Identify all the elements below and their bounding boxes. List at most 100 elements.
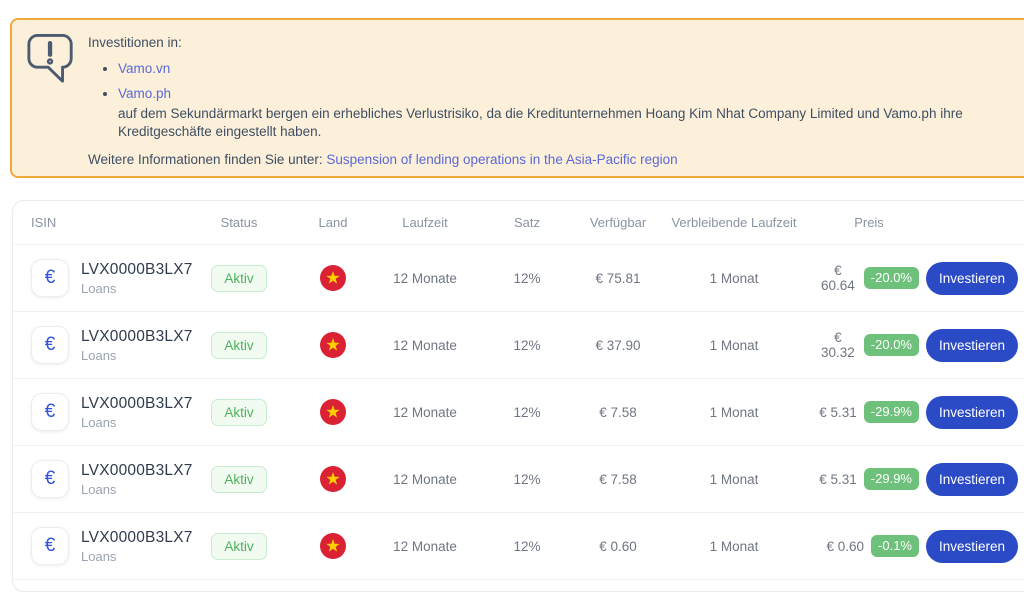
vietnam-flag-icon [320,265,346,291]
discount-badge: -29.9% [863,401,919,423]
column-header-satz: Satz [513,215,540,230]
status-badge: Aktiv [211,398,267,426]
available-cell: € 7.58 [599,404,637,420]
column-header-land: Land [318,215,348,230]
euro-glyph: € [44,468,56,489]
status-badge: Aktiv [211,465,267,493]
column-header-verbleibende-laufzeit: Verbleibende Laufzeit [671,215,797,230]
status-cell: Aktiv [195,331,283,359]
column-header-status: Status [220,215,258,230]
country-cell [283,399,383,425]
euro-currency-icon: € [31,527,69,565]
invest-button[interactable]: Investieren [926,462,1018,496]
country-cell [283,533,383,559]
more-info-prefix: Weitere Informationen finden Sie unter: [88,152,323,167]
price-cell: € 5.31 -29.9% [819,468,919,490]
price-cell: € 60.64 -20.0% [819,263,919,293]
discount-badge: -20.0% [863,267,919,289]
remaining-term-cell: 1 Monat [709,337,759,353]
list-item: Vamo.ph auf dem Sekundärmarkt bergen ein… [118,85,990,141]
country-cell [283,466,383,492]
invest-button[interactable]: Investieren [926,328,1018,362]
discount-badge: -20.0% [863,334,919,356]
warning-banner: Investitionen in: Vamo.vn Vamo.ph auf de… [10,18,1024,178]
banner-intro: Investitionen in: [88,35,182,50]
status-cell: Aktiv [195,465,283,493]
alert-speech-bubble-icon [26,32,76,176]
action-cell: Investieren [919,328,1024,362]
price-value: € 0.60 [826,538,865,554]
isin-value: LVX0000B3LX7 [81,461,193,479]
euro-glyph: € [44,267,56,288]
banner-link-list: Vamo.vn Vamo.ph auf dem Sekundärmarkt be… [88,60,990,141]
available-cell: € 7.58 [599,471,637,487]
euro-glyph: € [44,401,56,422]
vietnam-flag-icon [320,533,346,559]
action-cell: Investieren [919,261,1024,295]
action-cell: Investieren [919,529,1024,563]
euro-glyph: € [44,334,56,355]
vietnam-flag-icon [320,399,346,425]
euro-glyph: € [44,535,56,556]
isin-cell: € LVX0000B3LX7 Loans [13,326,195,364]
price-value: € 5.31 [819,404,857,420]
vietnam-flag-icon [320,332,346,358]
price-value: € 5.31 [819,471,857,487]
banner-more-info: Weitere Informationen finden Sie unter: … [88,151,990,168]
available-cell: € 75.81 [595,270,641,286]
vietnam-flag-icon [320,466,346,492]
isin-cell: € LVX0000B3LX7 Loans [13,259,195,297]
column-header-verfuegbar: Verfügbar [589,215,647,230]
euro-currency-icon: € [31,259,69,297]
euro-currency-icon: € [31,460,69,498]
available-cell: € 37.90 [595,337,641,353]
discount-badge: -29.9% [863,468,919,490]
term-cell: 12 Monate [393,471,457,487]
table-header: ISIN Status Land Laufzeit Satz Verfügbar… [13,201,1024,245]
euro-currency-icon: € [31,326,69,364]
price-value: € 30.32 [821,330,855,360]
term-cell: 12 Monate [393,270,457,286]
asset-type-label: Loans [81,414,117,430]
invest-button[interactable]: Investieren [926,529,1018,563]
asset-type-label: Loans [81,280,117,296]
table-row: € LVX0000B3LX7 Loans Aktiv 12 Monate 12%… [13,245,1024,312]
table-body: € LVX0000B3LX7 Loans Aktiv 12 Monate 12%… [13,245,1024,580]
isin-value: LVX0000B3LX7 [81,260,193,278]
table-row: € LVX0000B3LX7 Loans Aktiv 12 Monate 12%… [13,312,1024,379]
suspension-info-link[interactable]: Suspension of lending operations in the … [326,152,678,167]
isin-cell: € LVX0000B3LX7 Loans [13,460,195,498]
asset-type-label: Loans [81,481,117,497]
action-cell: Investieren [919,395,1024,429]
remaining-term-cell: 1 Monat [709,471,759,487]
asset-type-label: Loans [81,548,117,564]
asset-type-label: Loans [81,347,117,363]
status-cell: Aktiv [195,264,283,292]
vamo-ph-link[interactable]: Vamo.ph [118,86,172,101]
rate-cell: 12% [513,471,541,487]
remaining-term-cell: 1 Monat [709,270,759,286]
country-cell [283,332,383,358]
price-cell: € 30.32 -20.0% [819,330,919,360]
isin-value: LVX0000B3LX7 [81,394,193,412]
loans-table-card: ISIN Status Land Laufzeit Satz Verfügbar… [12,200,1024,592]
price-cell: € 0.60 -0.1% [819,535,919,557]
column-header-isin: ISIN [31,215,57,230]
list-item: Vamo.vn [118,60,990,77]
column-header-preis: Preis [854,215,884,230]
isin-cell: € LVX0000B3LX7 Loans [13,393,195,431]
invest-button[interactable]: Investieren [926,395,1018,429]
remaining-term-cell: 1 Monat [709,404,759,420]
vamo-vn-link[interactable]: Vamo.vn [118,61,171,76]
available-cell: € 0.60 [599,538,637,554]
column-header-laufzeit: Laufzeit [402,215,448,230]
isin-value: LVX0000B3LX7 [81,327,193,345]
status-cell: Aktiv [195,398,283,426]
rate-cell: 12% [513,337,541,353]
action-cell: Investieren [919,462,1024,496]
status-badge: Aktiv [211,532,267,560]
table-row: € LVX0000B3LX7 Loans Aktiv 12 Monate 12%… [13,513,1024,580]
status-badge: Aktiv [211,331,267,359]
banner-body-text: auf dem Sekundärmarkt bergen ein erhebli… [118,106,963,139]
invest-button[interactable]: Investieren [926,261,1018,295]
